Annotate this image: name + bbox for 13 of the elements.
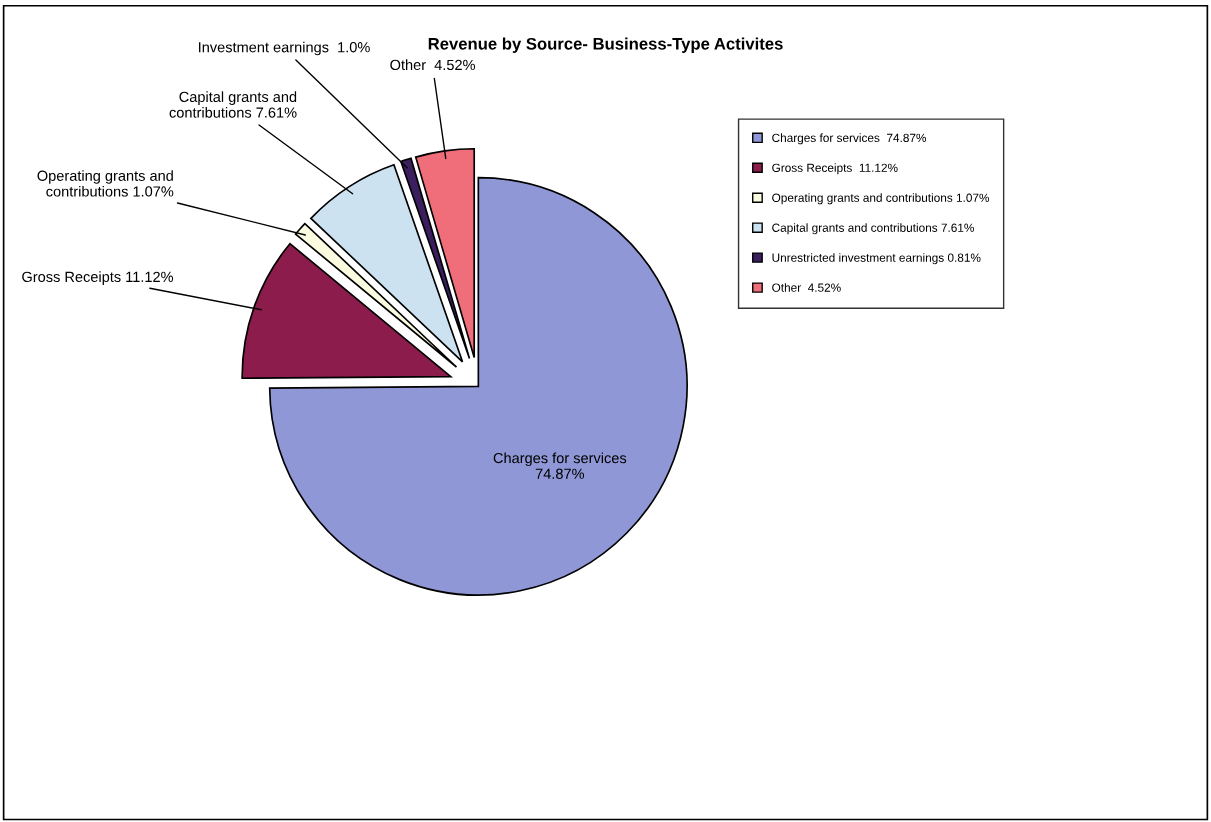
legend-label: Capital grants and contributions 7.61% xyxy=(772,223,974,235)
legend-label: Unrestricted investment earnings 0.81% xyxy=(772,253,981,265)
legend-label: Charges for services 74.87% xyxy=(772,133,927,145)
data-label: Other 4.52% xyxy=(390,59,476,71)
data-label: Gross Receipts 11.12% xyxy=(22,271,174,285)
legend-label: Other 4.52% xyxy=(772,283,841,292)
data-label: Operating grants and contributions 1.07% xyxy=(37,170,174,197)
legend-label: Gross Receipts 11.12% xyxy=(772,163,898,175)
chart-title: Revenue by Source- Business-Type Activites xyxy=(428,37,783,53)
data-label: Capital grants and contributions 7.61% xyxy=(169,91,297,118)
data-label: Charges for services 74.87% xyxy=(493,452,627,479)
data-label: Investment earnings 1.0% xyxy=(199,41,370,56)
legend-label: Operating grants and contributions 1.07% xyxy=(772,193,990,205)
